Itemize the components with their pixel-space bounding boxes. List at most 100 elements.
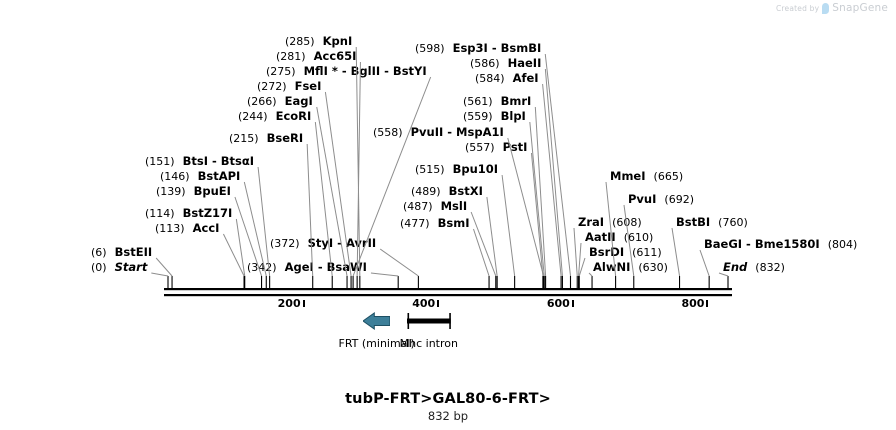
- enzyme-label-bpu10i[interactable]: (515) Bpu10I: [415, 163, 498, 176]
- ruler-tick-600: [571, 300, 574, 307]
- enzyme-label-aatii[interactable]: AatII (610): [585, 231, 653, 244]
- enzyme-name: BsmI: [437, 216, 470, 230]
- enzyme-label-bsteii[interactable]: (6) BstEII: [91, 246, 152, 259]
- enzyme-label-pvui[interactable]: PvuI (692): [628, 193, 694, 206]
- enzyme-position: (266): [247, 95, 277, 108]
- ruler-tick-400: [437, 300, 440, 307]
- enzyme-position: (372): [270, 237, 300, 250]
- enzyme-label-zrai[interactable]: ZraI (608): [578, 216, 642, 229]
- leader-r_bpu10I: [501, 174, 516, 277]
- enzyme-name: BseRI: [266, 131, 304, 145]
- enzyme-position: (272): [257, 80, 287, 93]
- enzyme-name: PstI: [502, 140, 528, 154]
- enzyme-label-acci[interactable]: (113) AccI: [155, 222, 219, 235]
- feature-arrow-left-icon: [362, 312, 391, 330]
- enzyme-label-bstapi[interactable]: (146) BstAPI: [160, 170, 240, 183]
- enzyme-position: (804): [827, 238, 858, 251]
- enzyme-position: (215): [229, 132, 259, 145]
- watermark-created-by-label: Created by: [776, 3, 820, 13]
- enzyme-label-styi-avrii[interactable]: (372) StyI - AvrII: [270, 237, 376, 250]
- enzyme-name: BaeGI - Bme1580I: [704, 237, 820, 251]
- enzyme-label-start[interactable]: (0) Start: [91, 261, 147, 274]
- enzyme-label-bpuei[interactable]: (139) BpuEI: [156, 185, 231, 198]
- feature-mhc-intron[interactable]: [406, 310, 451, 332]
- enzyme-label-baegi-bme1580i[interactable]: BaeGI - Bme1580I (804): [704, 238, 857, 251]
- enzyme-label-esp3i-bsmbi[interactable]: (598) Esp3I - BsmBI: [415, 42, 541, 55]
- enzyme-position: (611): [632, 246, 662, 259]
- enzyme-name: Esp3I - BsmBI: [452, 41, 542, 55]
- enzyme-label-bmri[interactable]: (561) BmrI: [463, 95, 531, 108]
- leader-r_bstXI: [486, 196, 498, 277]
- enzyme-label-btsi-bts-i[interactable]: (151) BtsI - BtsαI: [145, 155, 254, 168]
- enzyme-label-bsrdi[interactable]: BsrDI (611): [589, 246, 662, 259]
- enzyme-name: KpnI: [322, 34, 353, 48]
- enzyme-label-haeii[interactable]: (586) HaeII: [470, 57, 541, 70]
- enzyme-label-agei-bsawi[interactable]: (342) AgeI - BsaWI: [247, 261, 367, 274]
- enzyme-label-bstz17i[interactable]: (114) BstZ17I: [145, 207, 232, 220]
- enzyme-label-pvuii-mspa1i[interactable]: (558) PvuII - MspA1I: [373, 126, 504, 139]
- enzyme-label-bseri[interactable]: (215) BseRI: [229, 132, 303, 145]
- enzyme-position: (151): [145, 155, 175, 168]
- enzyme-label-mmei[interactable]: MmeI (665): [610, 170, 683, 183]
- leader-r_accI: [222, 233, 245, 277]
- enzyme-name: AgeI - BsaWI: [284, 260, 367, 274]
- leader-r_btsI: [257, 166, 271, 277]
- feature-end-cap-right: [449, 313, 451, 329]
- page-title: tubP-FRT>GAL80-6-FRT>: [345, 391, 551, 407]
- enzyme-name: PvuII - MspA1I: [410, 125, 504, 139]
- enzyme-name: AatII: [585, 230, 616, 244]
- enzyme-position: (557): [465, 141, 495, 154]
- enzyme-name: EcoRI: [275, 109, 312, 123]
- enzyme-name: HaeII: [507, 56, 542, 70]
- enzyme-label-alwni[interactable]: AlwNI (630): [593, 261, 668, 274]
- enzyme-position: (489): [411, 185, 441, 198]
- enzyme-label-blpi[interactable]: (559) BlpI: [463, 110, 526, 123]
- enzyme-name: MslI: [440, 199, 468, 213]
- enzyme-name: FseI: [294, 79, 322, 93]
- enzyme-position: (598): [415, 42, 445, 55]
- enzyme-label-eagi[interactable]: (266) EagI: [247, 95, 313, 108]
- leader-r_ecoRI: [314, 121, 333, 277]
- enzyme-label-afei[interactable]: (584) AfeI: [475, 72, 539, 85]
- enzyme-label-bstbi[interactable]: BstBI (760): [676, 216, 748, 229]
- feature-frt-minimal[interactable]: [362, 310, 391, 332]
- enzyme-name: BstEII: [114, 245, 153, 259]
- sequence-length-label: 832 bp: [427, 409, 469, 423]
- leader-r_bsrDI: [578, 257, 586, 277]
- enzyme-name: Start: [114, 260, 148, 274]
- enzyme-position: (665): [653, 170, 684, 183]
- leader-r_bseRI: [306, 143, 314, 277]
- leader-r_bstEII: [155, 257, 173, 277]
- enzyme-label-bsmi[interactable]: (477) BsmI: [400, 217, 469, 230]
- leader-r_zraI: [573, 227, 578, 277]
- leader-r_bstBI: [671, 227, 681, 277]
- enzyme-name: MflI * - BglII - BstYI: [303, 64, 427, 78]
- enzyme-label-mfli-bglii-bstyi[interactable]: (275) MflI * - BglII - BstYI: [266, 65, 427, 78]
- enzyme-label-ecori[interactable]: (244) EcoRI: [238, 110, 311, 123]
- enzyme-name: BstZ17I: [182, 206, 233, 220]
- enzyme-label-kpni[interactable]: (285) KpnI: [285, 35, 352, 48]
- enzyme-label-msli[interactable]: (487) MslI: [403, 200, 467, 213]
- enzyme-label-fsei[interactable]: (272) FseI: [257, 80, 321, 93]
- enzyme-name: BlpI: [500, 109, 526, 123]
- enzyme-position: (146): [160, 170, 190, 183]
- feature-label-frt-minimal: FRT (minimal): [338, 337, 415, 350]
- enzyme-label-acc65i[interactable]: (281) Acc65I: [276, 50, 356, 63]
- watermark-brand-label: SnapGene: [832, 2, 888, 14]
- enzyme-label-end[interactable]: End (832): [723, 261, 785, 274]
- backbone-strand-top: [164, 288, 732, 291]
- enzyme-name: EagI: [284, 94, 313, 108]
- enzyme-label-psti[interactable]: (557) PstI: [465, 141, 527, 154]
- leader-r_baeGI: [699, 249, 710, 277]
- leader-r_pvuII: [507, 137, 545, 277]
- enzyme-position: (608): [612, 216, 642, 229]
- leader-r_afeI: [542, 83, 562, 277]
- enzyme-name: End: [723, 260, 748, 274]
- leader-r_eagI: [316, 106, 348, 277]
- enzyme-name: Bpu10I: [452, 162, 499, 176]
- leader-r_haeII: [544, 68, 563, 277]
- enzyme-position: (342): [247, 261, 277, 274]
- enzyme-label-bstxi[interactable]: (489) BstXI: [411, 185, 483, 198]
- enzyme-name: BstAPI: [197, 169, 241, 183]
